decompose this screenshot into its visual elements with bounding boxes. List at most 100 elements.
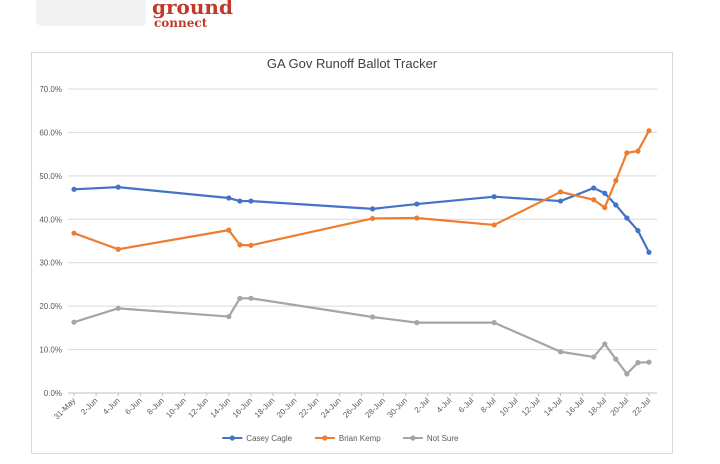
data-point: [226, 195, 232, 201]
x-tick-label: 8-Jun: [145, 396, 166, 417]
data-point: [115, 184, 121, 190]
data-point: [557, 189, 564, 195]
x-tick-label: 4-Jun: [101, 396, 122, 417]
data-point: [248, 295, 254, 301]
logo-text: ground: [152, 0, 233, 19]
x-tick-label: 14-Jun: [209, 396, 233, 420]
x-tick-label: 22-Jun: [297, 396, 321, 420]
data-point: [369, 314, 376, 320]
data-point: [624, 150, 630, 156]
y-tick-label: 20.0%: [39, 302, 62, 311]
data-point: [115, 305, 121, 311]
data-point: [557, 198, 564, 204]
y-tick-label: 0.0%: [44, 389, 62, 398]
y-tick-label: 10.0%: [39, 346, 62, 355]
x-tick-label: 20-Jul: [609, 396, 631, 418]
data-point: [414, 201, 420, 207]
data-point: [226, 227, 232, 233]
data-point: [557, 349, 564, 355]
chart-area: GA Gov Runoff Ballot Tracker 0.0% 10.0% 20…: [31, 52, 673, 454]
x-tick-label: 6-Jun: [123, 396, 144, 417]
data-point: [602, 204, 608, 211]
data-point: [71, 186, 77, 192]
data-point: [414, 215, 420, 221]
data-point: [635, 227, 641, 234]
y-tick-label: 60.0%: [39, 128, 62, 137]
x-tick-label: 16-Jun: [231, 396, 255, 420]
x-tick-label: 26-Jun: [341, 396, 365, 420]
x-tick-label: 6-Jul: [457, 396, 476, 415]
x-tick-label: 31-May: [52, 396, 77, 421]
data-point: [591, 185, 597, 191]
line-chart: GA Gov Runoff Ballot Tracker 0.0% 10.0% 20…: [39, 56, 657, 443]
data-point: [602, 341, 608, 347]
legend-label: Not Sure: [427, 434, 459, 443]
data-point: [115, 246, 121, 252]
x-tick-label: 10-Jun: [164, 396, 188, 420]
x-tick-label: 16-Jul: [564, 396, 586, 418]
data-point: [646, 249, 652, 255]
x-tick-label: 18-Jul: [586, 396, 608, 418]
x-tick-label: 4-Jul: [435, 396, 454, 415]
data-point: [591, 197, 597, 203]
x-tick-label: 2-Jul: [413, 396, 432, 415]
legend-marker: [322, 435, 328, 441]
logo-mark: [36, 0, 146, 26]
y-axis-ticks: 0.0% 10.0% 20.0% 30.0% 40.0% 50.0% 60.0% 70.0%: [39, 85, 62, 398]
x-tick-label: 2-Jun: [79, 396, 100, 417]
data-point: [624, 371, 630, 377]
data-point: [248, 198, 254, 204]
data-point: [624, 215, 630, 221]
data-point: [248, 242, 254, 248]
y-tick-label: 40.0%: [39, 215, 62, 224]
data-point: [369, 206, 376, 212]
x-tick-label: 18-Jun: [253, 396, 277, 420]
data-point: [635, 148, 641, 154]
gridlines: [68, 88, 657, 394]
x-tick-label: 12-Jul: [520, 396, 542, 418]
series-lines: [71, 128, 652, 377]
data-point: [491, 194, 497, 200]
x-tick-label: 28-Jun: [363, 396, 387, 420]
data-point: [613, 202, 619, 208]
y-tick-label: 30.0%: [39, 259, 62, 268]
legend-marker: [229, 435, 235, 441]
data-point: [237, 242, 243, 248]
x-tick-label: 24-Jun: [319, 396, 343, 420]
data-point: [71, 319, 77, 325]
data-point: [602, 190, 608, 196]
data-point: [237, 198, 243, 204]
x-tick-label: 10-Jul: [498, 396, 520, 418]
data-point: [646, 359, 652, 365]
legend-marker: [410, 435, 416, 441]
data-point: [491, 222, 497, 228]
x-axis-ticks: 31-May 2-Jun 4-Jun 6-Jun 8-Jun10-Jun12-Jun14…: [52, 393, 653, 421]
x-tick-label: 30-Jun: [385, 396, 409, 420]
y-tick-label: 50.0%: [39, 172, 62, 181]
data-point: [237, 295, 243, 301]
series-line: [73, 297, 650, 375]
chart-title: GA Gov Runoff Ballot Tracker: [267, 56, 438, 71]
y-tick-label: 70.0%: [39, 85, 62, 94]
x-tick-label: 22-Jul: [631, 396, 653, 418]
x-tick-label: 14-Jul: [542, 396, 564, 418]
data-point: [635, 360, 641, 366]
data-point: [646, 128, 652, 134]
x-tick-label: 12-Jun: [186, 396, 210, 420]
series-line: [73, 130, 650, 251]
x-tick-label: 8-Jul: [479, 396, 498, 415]
data-point: [414, 320, 420, 326]
legend-label: Brian Kemp: [339, 434, 381, 443]
data-point: [613, 356, 619, 362]
data-point: [71, 230, 77, 236]
legend-label: Casey Cagle: [246, 434, 292, 443]
data-point: [369, 215, 376, 222]
logo: ground connect: [30, 0, 233, 34]
data-point: [491, 320, 497, 326]
data-point: [591, 354, 597, 360]
legend: Casey Cagle Brian Kemp Not Sure: [222, 434, 459, 443]
x-tick-label: 20-Jun: [275, 396, 299, 420]
data-point: [226, 313, 232, 320]
data-point: [613, 178, 619, 184]
logo-subtext: connect: [154, 16, 208, 30]
